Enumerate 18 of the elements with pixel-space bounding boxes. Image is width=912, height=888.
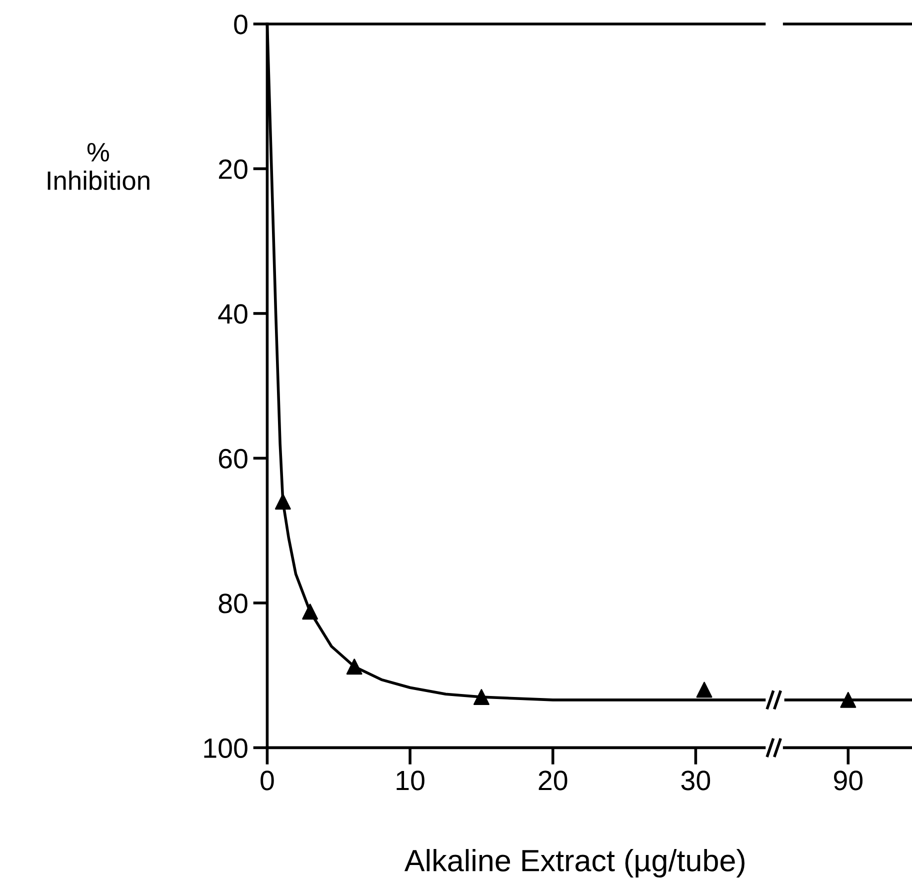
y-tick-label: 100	[204, 738, 248, 758]
x-tick-label: 0	[260, 770, 274, 790]
y-tick-label: 0	[234, 14, 248, 34]
y-axis-title: % Inhibition	[48, 143, 150, 190]
x-tick-label: 30	[681, 770, 710, 790]
y-tick-label: 80	[218, 594, 248, 614]
x-tick-label: 20	[538, 770, 568, 790]
y-tick-label: 20	[218, 159, 248, 180]
point	[274, 494, 291, 510]
x-tick-label: 90	[834, 770, 863, 790]
y-tick-label: 60	[218, 448, 248, 469]
point	[696, 682, 712, 698]
point	[473, 689, 490, 706]
x-tick-label: 10	[396, 770, 424, 790]
x-axis-title: Alkaline Extract (µg/tube)	[404, 849, 744, 878]
y-tick-label: 40	[218, 304, 248, 324]
point	[302, 604, 318, 620]
point	[346, 658, 362, 675]
